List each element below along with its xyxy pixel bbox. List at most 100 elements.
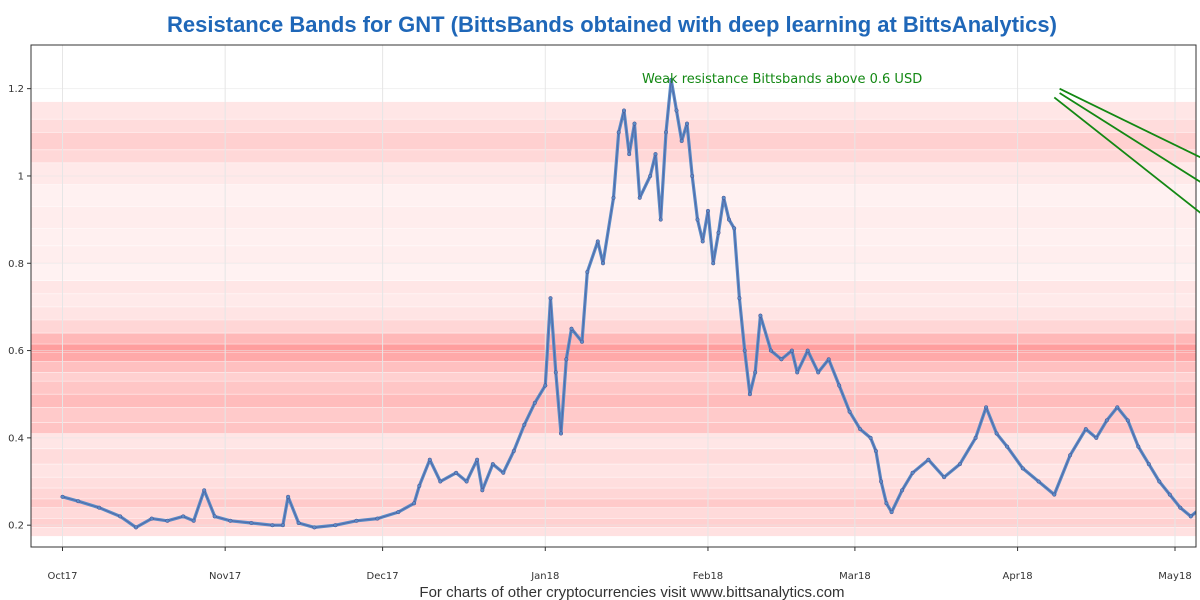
resistance-band-4 [31, 488, 1196, 499]
data-point-0-31 [501, 470, 506, 475]
data-point-0-106 [1136, 444, 1141, 449]
resistance-band-0 [31, 527, 1196, 537]
data-point-0-55 [669, 77, 674, 82]
data-point-0-20 [375, 516, 380, 521]
resistance-band-23 [31, 245, 1196, 264]
data-point-0-108 [1157, 479, 1162, 484]
data-point-0-93 [973, 435, 978, 440]
data-point-0-78 [816, 370, 821, 375]
data-point-0-79 [826, 357, 831, 362]
data-point-0-39 [564, 357, 569, 362]
x-axis: Oct17 Nov17 Dec17 Jan18 Feb18 Mar18 Apr18 May18 [47, 547, 1192, 582]
data-point-0-75 [789, 348, 794, 353]
series-layer [60, 77, 1196, 530]
x-tick-label-2: Dec17 [367, 571, 399, 582]
data-point-0-51 [648, 173, 653, 179]
resistance-band-15 [31, 352, 1196, 362]
data-point-0-21 [396, 510, 401, 515]
data-point-0-44 [600, 261, 606, 266]
data-point-0-81 [847, 409, 852, 414]
resistance-band-6 [31, 464, 1196, 478]
data-point-0-14 [280, 523, 285, 528]
data-point-0-88 [900, 488, 905, 493]
data-point-0-28 [475, 457, 480, 462]
data-point-0-17 [312, 525, 317, 530]
y-tick-label-3: 0.8 [8, 259, 24, 270]
resistance-band-29 [31, 132, 1196, 150]
data-point-0-40 [569, 326, 574, 331]
resistance-band-11 [31, 394, 1196, 408]
data-point-0-23 [417, 483, 422, 488]
data-point-0-84 [873, 448, 878, 454]
data-point-0-57 [679, 138, 684, 144]
data-point-0-110 [1178, 505, 1183, 510]
data-point-0-98 [1036, 479, 1041, 484]
y-tick-label-2: 0.6 [8, 346, 24, 357]
data-point-0-4 [133, 525, 139, 530]
y-tick-label-0: 0.2 [8, 521, 24, 532]
annotation-arrow-0-2 [1053, 96, 1200, 214]
data-point-0-24 [427, 457, 432, 462]
resistance-band-8 [31, 433, 1196, 449]
annotation-arrow-0-1 [1059, 92, 1200, 183]
resistance-band-12 [31, 381, 1196, 395]
data-point-0-64 [716, 230, 721, 235]
data-point-0-99 [1052, 492, 1057, 497]
resistance-band-31 [31, 101, 1196, 120]
data-point-0-46 [616, 130, 621, 135]
x-tick-label-5: Mar18 [839, 571, 871, 582]
data-point-0-66 [726, 217, 732, 222]
data-point-0-33 [522, 422, 527, 427]
data-point-0-25 [438, 479, 443, 484]
plot-frame [30, 44, 1197, 548]
data-point-0-38 [558, 431, 564, 436]
data-point-0-63 [711, 261, 716, 266]
data-point-0-100 [1068, 453, 1073, 458]
data-point-0-49 [632, 121, 637, 126]
data-point-0-48 [627, 152, 632, 157]
data-point-0-19 [354, 518, 359, 523]
data-point-0-43 [595, 239, 600, 244]
data-point-0-6 [165, 518, 170, 523]
data-point-0-77 [805, 348, 810, 353]
data-point-0-80 [837, 383, 842, 388]
data-point-0-61 [700, 239, 705, 244]
data-point-0-83 [868, 435, 873, 440]
resistance-band-18 [31, 320, 1196, 334]
data-point-0-50 [637, 195, 642, 200]
data-point-0-2 [97, 505, 102, 510]
data-point-0-53 [658, 217, 663, 222]
data-point-0-89 [910, 470, 915, 475]
data-point-0-91 [942, 475, 947, 480]
resistance-band-17 [31, 333, 1196, 345]
data-point-0-36 [548, 296, 553, 301]
data-point-0-7 [181, 514, 186, 519]
y-tick-label-5: 1.2 [8, 84, 24, 95]
data-point-0-87 [889, 510, 894, 515]
resistance-band-30 [31, 119, 1196, 133]
resistance-band-21 [31, 280, 1196, 294]
data-point-0-41 [579, 339, 585, 344]
resistance-band-22 [31, 263, 1196, 281]
resistance-band-16 [31, 344, 1196, 353]
data-point-0-76 [795, 370, 800, 375]
data-point-0-103 [1104, 418, 1109, 423]
data-point-0-72 [758, 313, 763, 318]
data-point-0-95 [994, 431, 999, 436]
data-point-0-16 [296, 520, 301, 526]
x-tick-label-7: May18 [1158, 571, 1191, 582]
y-axis: 0.2 0.4 0.6 0.8 1 1.2 [8, 84, 31, 532]
data-point-0-96 [1005, 444, 1010, 449]
data-point-0-74 [779, 357, 784, 362]
y-tick-label-1: 0.4 [8, 433, 24, 444]
data-point-0-58 [684, 121, 690, 126]
data-point-0-15 [286, 494, 291, 499]
data-point-0-92 [957, 462, 962, 467]
data-point-0-70 [747, 392, 752, 397]
data-point-0-37 [553, 370, 558, 375]
data-point-0-5 [149, 516, 154, 521]
data-point-0-59 [690, 173, 695, 179]
data-point-0-60 [695, 217, 700, 222]
data-point-0-9 [202, 488, 207, 493]
